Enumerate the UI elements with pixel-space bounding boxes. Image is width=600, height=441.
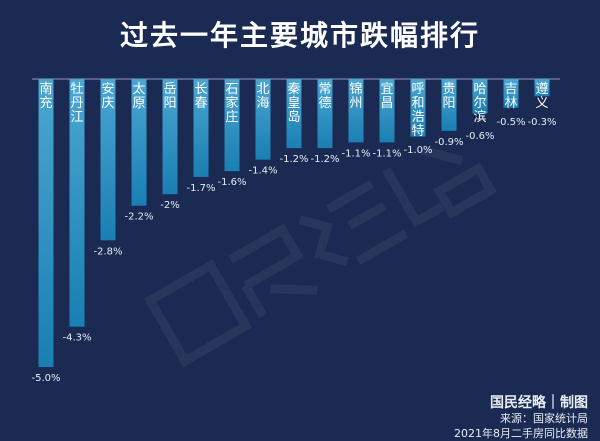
bar-常德 <box>317 79 333 149</box>
category-label: 常 <box>318 82 331 97</box>
category-label: 丹 <box>70 96 83 111</box>
data-label: -1.2% <box>310 154 339 165</box>
category-label: 岛 <box>287 109 300 125</box>
category-label: 秦 <box>287 82 300 97</box>
category-label: 昌 <box>380 96 393 111</box>
category-label: 州 <box>349 96 362 111</box>
category-label: 尔 <box>473 96 486 111</box>
category-label: 林 <box>504 96 517 111</box>
category-label: 北 <box>256 82 269 97</box>
bar-哈尔滨 <box>472 79 488 114</box>
bar-长春 <box>193 79 209 177</box>
category-label: 长 <box>194 82 207 97</box>
data-label: -0.6% <box>465 131 494 142</box>
data-label: -0.3% <box>527 117 556 128</box>
category-label: 特 <box>411 124 424 139</box>
data-label: -1.1% <box>372 148 401 159</box>
category-label: 家 <box>225 95 238 111</box>
bar-南充 <box>38 79 54 367</box>
data-label: -1.6% <box>217 177 246 188</box>
data-label: -2.8% <box>93 246 122 257</box>
bar-呼和浩特 <box>410 79 426 137</box>
category-label: 德 <box>318 96 331 111</box>
category-label: 浩 <box>411 110 424 125</box>
category-label: 吉 <box>504 82 517 97</box>
category-label: 原 <box>132 96 145 111</box>
brand-label: 国民经略｜制图 <box>490 395 588 411</box>
category-label: 江 <box>70 110 83 125</box>
bar-岳阳 <box>162 79 178 195</box>
source-label: 来源：国家统计局 <box>500 412 588 425</box>
category-label: 海 <box>256 96 269 111</box>
category-label: 皇 <box>287 96 300 111</box>
data-label: -2% <box>160 200 179 211</box>
category-label: 南 <box>39 81 52 97</box>
category-label: 贵 <box>442 82 455 97</box>
category-label: 宜 <box>380 82 393 97</box>
data-label: -1.0% <box>403 145 432 156</box>
bar-安庆 <box>100 79 116 241</box>
category-label: 庆 <box>101 96 114 111</box>
category-label: 太 <box>132 82 145 97</box>
category-label: 滨 <box>473 109 486 125</box>
data-label: -0.9% <box>434 137 463 148</box>
bar-宜昌 <box>379 79 395 143</box>
category-label: 和 <box>411 96 424 111</box>
data-label: -1.7% <box>186 183 215 194</box>
note-label: 2021年8月二手房同比数据 <box>454 427 588 440</box>
category-label: 呼 <box>411 82 424 97</box>
category-label: 安 <box>101 82 114 97</box>
data-label: -1.4% <box>248 166 277 177</box>
category-label: 充 <box>39 95 52 111</box>
category-label: 阳 <box>442 96 455 111</box>
data-label: -1.2% <box>279 154 308 165</box>
category-label: 春 <box>194 96 207 111</box>
bar-秦皇岛 <box>286 79 302 149</box>
data-label: -4.3% <box>62 333 91 344</box>
data-label: -0.5% <box>496 117 525 128</box>
bar-贵阳 <box>441 79 457 131</box>
category-label: 庄 <box>225 109 238 125</box>
bar-石家庄 <box>224 79 240 172</box>
category-label: 哈 <box>473 82 486 97</box>
category-label: 遵 <box>535 81 548 97</box>
data-label: -1.1% <box>341 148 370 159</box>
data-label: -5.0% <box>31 373 60 384</box>
bar-牡丹江 <box>69 79 85 327</box>
category-label: 锦 <box>349 82 362 97</box>
bar-锦州 <box>348 79 364 143</box>
category-label: 石 <box>225 82 238 97</box>
bar-北海 <box>255 79 271 160</box>
bar-吉林 <box>503 79 519 108</box>
category-label: 阳 <box>163 96 176 111</box>
category-label: 牡 <box>70 82 83 97</box>
category-label: 义 <box>535 96 548 111</box>
bar-太原 <box>131 79 147 206</box>
data-label: -2.2% <box>124 212 153 223</box>
watermark-graphic <box>143 145 497 368</box>
chart-title: 过去一年主要城市跌幅排行 <box>119 19 480 52</box>
category-label: 岳 <box>163 82 176 97</box>
bar-遵义 <box>534 79 550 97</box>
